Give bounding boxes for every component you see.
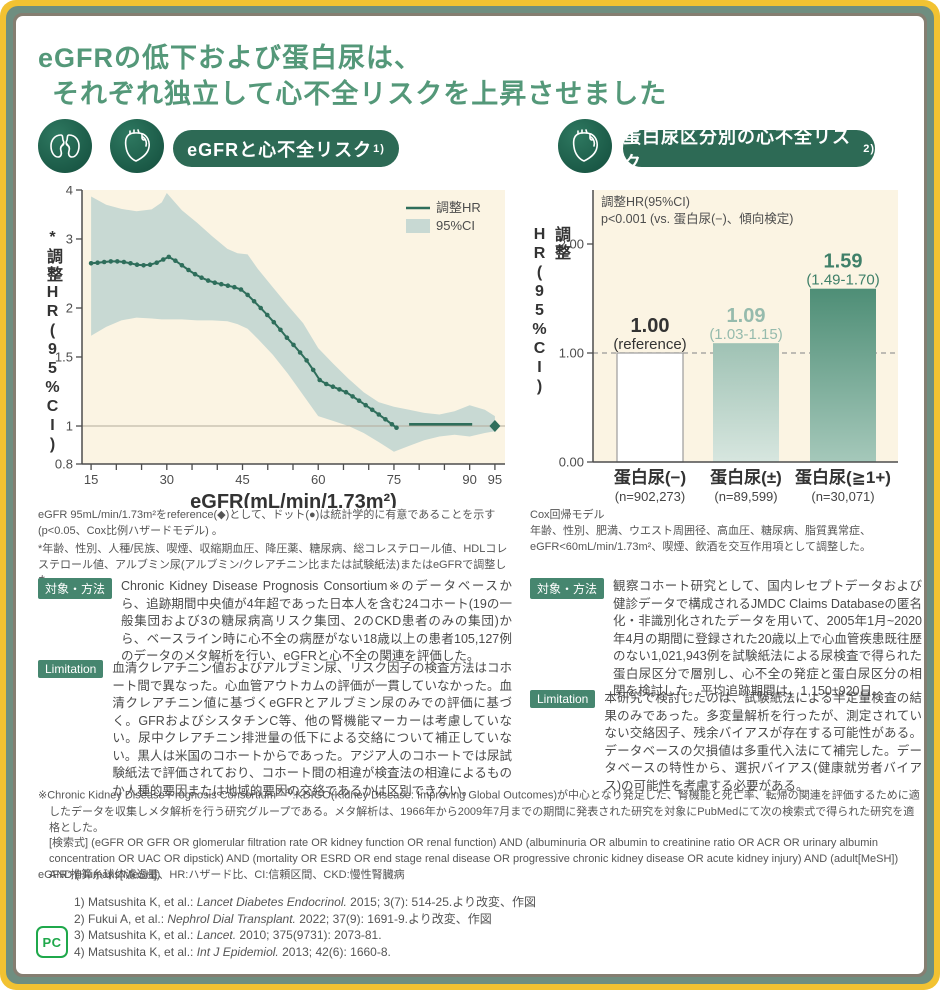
consortium-footnote-rest: :KDIGO(Kidney Disease: Improving Global … (49, 789, 920, 834)
badge-proteinuria-hf-risk: 蛋白尿区分別の心不全リスク 2) (623, 127, 875, 173)
bar-n-2: (n=89,599) (714, 489, 777, 504)
line-chart-note-1: eGFR 95mL/min/1.73m²をreference(◆)として、ドット… (38, 509, 496, 537)
heart-icon-left (110, 119, 164, 173)
bar-chart-notes: Cox回帰モデル 年齢、性別、肥満、ウエスト周囲径、高血圧、糖尿病、脂質異常症、… (530, 508, 922, 558)
bar-ci-1: (reference) (613, 336, 686, 353)
bar-chart-note-1: Cox回帰モデル (530, 509, 605, 521)
bar-value-3: 1.59 (824, 251, 863, 273)
x-axis-title: eGFR(mL/min/1.73m²) (190, 491, 397, 508)
bar-n-3: (n=30,071) (811, 489, 874, 504)
page-content: eGFRの低下および蛋白尿は、 それぞれ独立して心不全リスクを上昇させました e… (16, 16, 924, 974)
svg-text:0.00: 0.00 (559, 455, 584, 470)
svg-text:4: 4 (66, 186, 73, 198)
bar-chart-ylabel: 調整HR(95%CI) (531, 226, 569, 397)
bar-ci-2: (1.03-1.15) (709, 326, 782, 343)
right-method-text: 観察コホート研究として、国内レセプトデータおよび健診データで構成されるJMDC … (613, 579, 922, 698)
search-formula-text: [検索式] (eGFR OR GFR OR glomerular filtrat… (49, 837, 899, 882)
proteinuria-bar-chart-container: 調整HR(95%CI) 1.00 (reference) 蛋白尿(−) (n=902,… (530, 186, 922, 508)
badge-proteinuria-hf-risk-label: 蛋白尿区分別の心不全リスク (623, 126, 851, 173)
svg-text:1.5: 1.5 (55, 349, 73, 364)
bar-1 (616, 352, 684, 463)
annotation-line2: p<0.001 (vs. 蛋白尿(−)、傾向検定) (601, 211, 793, 226)
page-title-line2: それぞれ独立して心不全リスクを上昇させました (52, 79, 668, 109)
consortium-footnote-text: ※Chronic Kidney Disease Prognosis Consor… (38, 786, 922, 836)
page-title-line1: eGFRの低下および蛋白尿は、 (38, 43, 423, 73)
right-method-label: 対象・方法 (530, 578, 605, 599)
left-method-text: Chronic Kidney Disease Prognosis Consort… (121, 579, 512, 663)
pc-logo: PC (36, 926, 68, 958)
left-method-section: 対象・方法 Chronic Kidney Disease Prognosis C… (38, 578, 512, 666)
svg-text:95%CI: 95%CI (436, 218, 475, 233)
left-limitation-label: Limitation (38, 660, 104, 678)
egfr-line-chart-container: *調整HR(95%CI) 4 3 2 1.5 1 0.8 15 30 45 60 75 90 95 eGF… (38, 183, 510, 513)
svg-text:3: 3 (66, 231, 73, 246)
egfr-line-chart: 4 3 2 1.5 1 0.8 15 30 45 60 75 90 95 eGFR(mL/min/1.73… (55, 183, 505, 513)
svg-text:90: 90 (462, 472, 476, 487)
svg-text:調整HR: 調整HR (436, 200, 481, 215)
ci-band (91, 193, 495, 452)
right-method-section: 対象・方法 観察コホート研究として、国内レセプトデータおよび健診データで構成され… (530, 578, 922, 701)
svg-text:45: 45 (235, 472, 249, 487)
bar-value-2: 1.09 (727, 305, 766, 327)
line-chart-notes: eGFR 95mL/min/1.73m²をreference(◆)として、ドット… (38, 508, 512, 592)
bar-value-1: 1.00 (631, 315, 670, 337)
svg-text:95: 95 (488, 472, 502, 487)
legend: 調整HR 95%CI (406, 200, 481, 233)
bar-category-2: 蛋白尿(±) (710, 467, 782, 487)
proteinuria-bar-chart: 1.00(reference)蛋白尿(−)(n=902,273)1.09(1.0… (559, 190, 898, 504)
bar-chart-note-2: 年齢、性別、肥満、ウエスト周囲径、高血圧、糖尿病、脂質異常症、eGFR<60mL… (530, 524, 872, 553)
left-method-label: 対象・方法 (38, 578, 113, 599)
left-limitation-text: 血清クレアチニン値およびアルブミン尿、リスク因子の検査方法はコホート間で異なった… (112, 661, 512, 798)
bar-3 (810, 288, 876, 462)
reference-4: 4) Matsushita K, et al.: Int J Epidemiol… (74, 944, 391, 959)
page-title: eGFRの低下および蛋白尿は、 それぞれ独立して心不全リスクを上昇させました (38, 40, 667, 112)
consortium-footnote: ※Chronic Kidney Disease Prognosis Consor… (38, 786, 922, 884)
line-chart-ylabel: *調整HR(95%CI) (44, 229, 61, 455)
references-list: 1) Matsushita K, et al.: Lancet Diabetes… (74, 894, 536, 960)
right-limitation-text: 本研究で検討したのは、試験紙法による半定量検査の結果のみであった。多変量解析を行… (604, 691, 922, 793)
kidney-icon (38, 119, 92, 173)
badge-egfr-hf-risk: eGFRと心不全リスク 1) (173, 130, 399, 167)
line-chart-note-2: *年齢、性別、人種/民族、喫煙、収縮期血圧、降圧薬、糖尿病、総コレステロール値、… (38, 542, 508, 587)
svg-text:0.8: 0.8 (55, 457, 73, 472)
bar-ci-3: (1.49-1.70) (806, 272, 879, 289)
svg-text:60: 60 (311, 472, 325, 487)
reference-2: 2) Fukui A, et al.: Nephrol Dial Transpl… (74, 911, 492, 926)
consortium-footnote-pre: ※Chronic Kidney Disease Prognosis Consor… (38, 789, 276, 802)
svg-text:2.00: 2.00 (559, 237, 584, 252)
reference-1: 1) Matsushita K, et al.: Lancet Diabetes… (74, 895, 536, 909)
badge-egfr-hf-risk-sup: 1) (373, 142, 385, 155)
svg-text:1: 1 (66, 419, 73, 434)
svg-text:75: 75 (387, 472, 401, 487)
consortium-footnote-sup: 3),4) (275, 787, 293, 796)
bar-category-1: 蛋白尿(−) (614, 467, 686, 487)
hr-series (88, 254, 399, 430)
reference-3: 3) Matsushita K, et al.: Lancet. 2010; 3… (74, 928, 382, 942)
svg-text:2: 2 (66, 301, 73, 316)
bar-n-1: (n=902,273) (615, 489, 685, 504)
annotation-line1: 調整HR(95%CI) (601, 194, 690, 209)
bar-2 (713, 343, 779, 462)
heart-icon-right (558, 119, 612, 173)
left-limitation-section: Limitation 血清クレアチニン値およびアルブミン尿、リスク因子の検査方法… (38, 660, 512, 800)
reference-diamond (489, 420, 501, 433)
bar-category-3: 蛋白尿(≧1+) (795, 467, 891, 487)
svg-text:30: 30 (160, 472, 174, 487)
right-limitation-label: Limitation (530, 690, 596, 708)
abbreviations-line: eGFR:推算糸球体濾過量、HR:ハザード比、CI:信頼区間、CKD:慢性腎臓病 (38, 869, 405, 881)
badge-egfr-hf-risk-label: eGFRと心不全リスク (187, 139, 373, 160)
svg-text:15: 15 (84, 472, 98, 487)
pc-logo-text: PC (42, 934, 62, 950)
svg-text:1.00: 1.00 (559, 346, 584, 361)
badge-proteinuria-hf-risk-sup: 2) (863, 142, 875, 155)
right-limitation-section: Limitation 本研究で検討したのは、試験紙法による半定量検査の結果のみで… (530, 690, 922, 795)
